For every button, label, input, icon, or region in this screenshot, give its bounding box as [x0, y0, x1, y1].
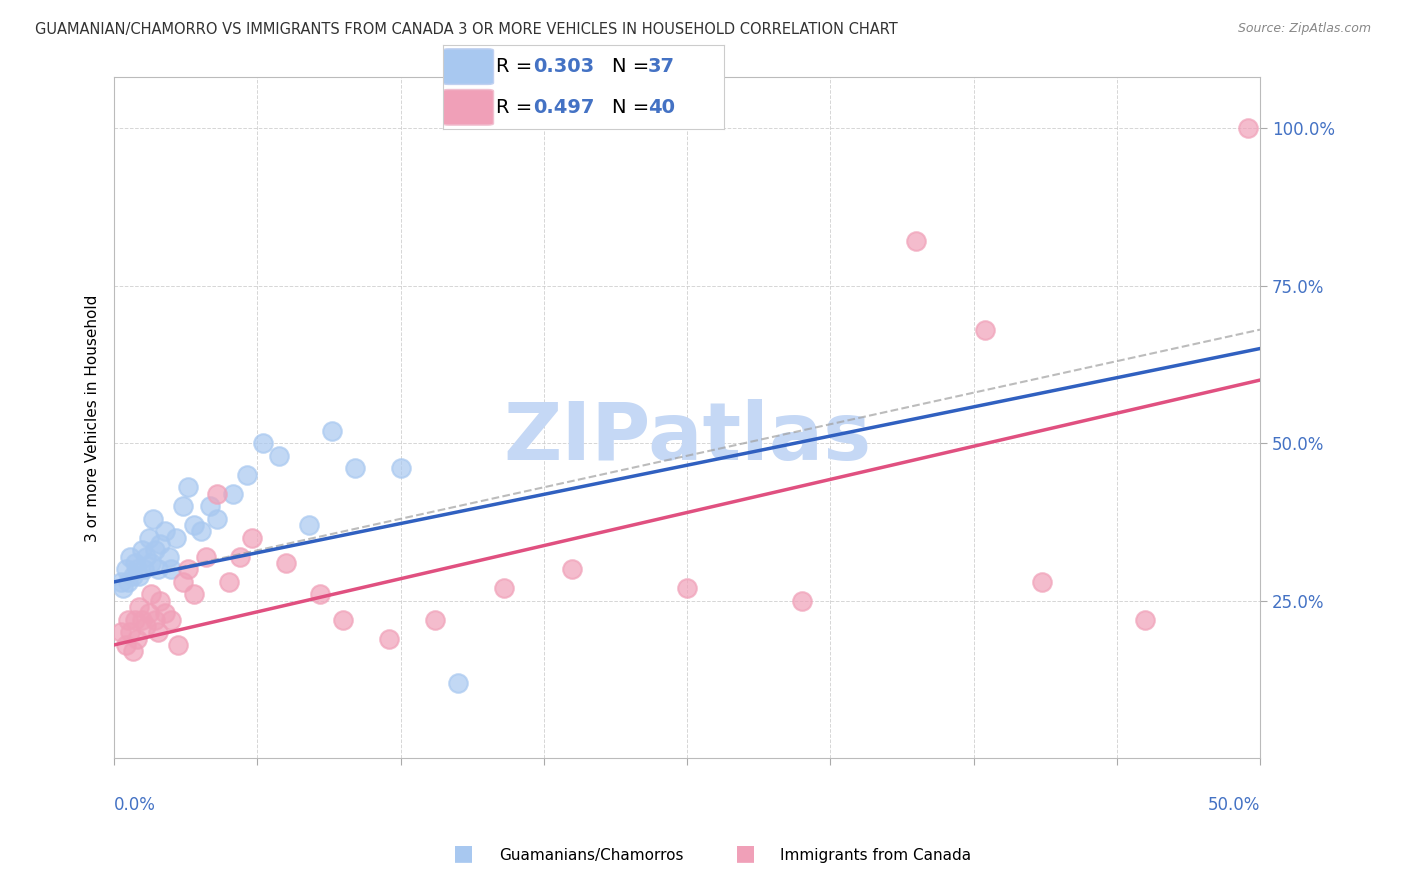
Point: [332, 613, 354, 627]
Point: [160, 562, 183, 576]
Point: [121, 568, 143, 582]
Point: [974, 323, 997, 337]
Point: [117, 574, 139, 589]
Point: [167, 638, 190, 652]
Text: Source: ZipAtlas.com: Source: ZipAtlas.com: [1237, 22, 1371, 36]
FancyBboxPatch shape: [443, 49, 494, 85]
Text: R =: R =: [496, 57, 538, 76]
Point: [127, 562, 149, 576]
Point: [1135, 613, 1157, 627]
Point: [127, 632, 149, 646]
Point: [146, 625, 169, 640]
Text: 0.0%: 0.0%: [114, 797, 156, 814]
Point: [190, 524, 212, 539]
Point: [149, 594, 172, 608]
Point: [222, 486, 245, 500]
Text: ■: ■: [735, 844, 755, 863]
Text: ■: ■: [454, 844, 474, 863]
Point: [132, 562, 155, 576]
Point: [138, 531, 160, 545]
Point: [142, 512, 165, 526]
Point: [207, 512, 229, 526]
Point: [378, 632, 401, 646]
Point: [321, 424, 343, 438]
Point: [790, 594, 813, 608]
Text: ZIPatlas: ZIPatlas: [503, 400, 872, 477]
Point: [139, 587, 162, 601]
Point: [114, 638, 136, 652]
Point: [114, 562, 136, 576]
Y-axis label: 3 or more Vehicles in Household: 3 or more Vehicles in Household: [86, 294, 100, 541]
Point: [146, 562, 169, 576]
Point: [207, 486, 229, 500]
Point: [269, 449, 291, 463]
Point: [138, 607, 160, 621]
Point: [676, 581, 699, 595]
Text: 0.497: 0.497: [533, 98, 595, 117]
Point: [139, 556, 162, 570]
Point: [149, 537, 172, 551]
Point: [229, 549, 252, 564]
Point: [343, 461, 366, 475]
Point: [492, 581, 515, 595]
Point: [172, 499, 194, 513]
Point: [153, 607, 176, 621]
Point: [153, 524, 176, 539]
Point: [124, 556, 146, 570]
Point: [128, 568, 150, 582]
Point: [135, 619, 157, 633]
Text: GUAMANIAN/CHAMORRO VS IMMIGRANTS FROM CANADA 3 OR MORE VEHICLES IN HOUSEHOLD COR: GUAMANIAN/CHAMORRO VS IMMIGRANTS FROM CA…: [35, 22, 898, 37]
Text: 50.0%: 50.0%: [1208, 797, 1260, 814]
Text: 37: 37: [648, 57, 675, 76]
Point: [145, 613, 167, 627]
Point: [110, 625, 132, 640]
Point: [135, 549, 157, 564]
Text: Guamanians/Chamorros: Guamanians/Chamorros: [499, 848, 683, 863]
Point: [389, 461, 412, 475]
Text: R =: R =: [496, 98, 538, 117]
Point: [131, 613, 153, 627]
Point: [252, 436, 274, 450]
Point: [157, 549, 180, 564]
Text: 0.303: 0.303: [533, 57, 593, 76]
Point: [176, 480, 198, 494]
Text: N =: N =: [612, 57, 655, 76]
Point: [172, 574, 194, 589]
Point: [176, 562, 198, 576]
Point: [194, 549, 217, 564]
Point: [183, 587, 205, 601]
Point: [183, 518, 205, 533]
Point: [121, 644, 143, 658]
Text: 40: 40: [648, 98, 675, 117]
Point: [236, 467, 259, 482]
Point: [200, 499, 222, 513]
Text: Immigrants from Canada: Immigrants from Canada: [780, 848, 972, 863]
Point: [905, 235, 928, 249]
Point: [145, 543, 167, 558]
Point: [120, 625, 142, 640]
Point: [160, 613, 183, 627]
Point: [124, 613, 146, 627]
Point: [128, 600, 150, 615]
Point: [447, 675, 470, 690]
Point: [131, 543, 153, 558]
Point: [240, 531, 263, 545]
Text: N =: N =: [612, 98, 655, 117]
Point: [561, 562, 583, 576]
Point: [423, 613, 446, 627]
Point: [218, 574, 240, 589]
FancyBboxPatch shape: [443, 89, 494, 125]
Point: [298, 518, 321, 533]
Point: [117, 613, 139, 627]
Point: [110, 574, 132, 589]
Point: [112, 581, 135, 595]
Point: [274, 556, 297, 570]
Point: [309, 587, 332, 601]
Point: [1237, 120, 1260, 135]
Point: [1031, 574, 1053, 589]
Point: [165, 531, 187, 545]
Point: [120, 549, 142, 564]
